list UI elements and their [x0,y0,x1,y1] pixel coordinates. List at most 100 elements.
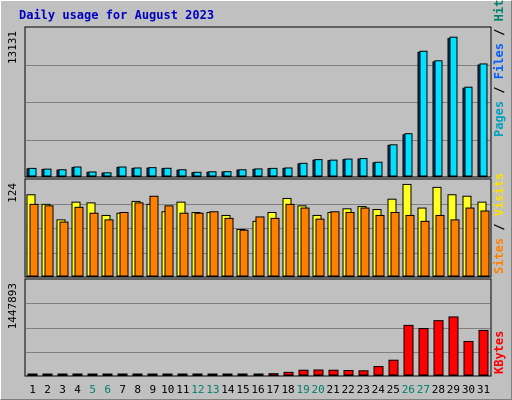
x-tick-label-day-18: 18 [281,383,294,396]
bar-kbytes-day-12 [192,373,203,376]
bar-hits-day-27 [419,50,428,177]
x-tick-label-day-6: 6 [104,383,111,396]
bar-hits-day-28 [434,60,443,177]
bar-hits-day-7 [118,166,127,177]
bar-sites-day-8 [134,202,144,277]
bar-sites-day-29 [450,219,460,277]
bar-sites-day-16 [255,216,265,277]
legend-bottom: KBytes [492,331,506,374]
bar-hits-day-25 [389,144,398,177]
bar-kbytes-day-18 [283,371,294,376]
bar-kbytes-day-30 [463,340,474,376]
bar-kbytes-day-13 [207,373,218,376]
bar-sites-day-12 [194,212,204,277]
x-tick-label-day-11: 11 [176,383,189,396]
bar-sites-day-25 [390,211,400,277]
bar-kbytes-day-28 [433,320,444,376]
bar-kbytes-day-19 [298,369,309,376]
x-tick-label-day-31: 31 [477,383,490,396]
bar-hits-day-8 [133,167,142,177]
bar-sites-day-9 [149,195,159,277]
legend-item-sites: Sites [492,238,506,274]
x-tick-label-day-25: 25 [387,383,400,396]
bar-sites-day-14 [224,217,234,277]
bar-kbytes-day-3 [57,373,68,376]
bar-kbytes-day-1 [27,373,38,376]
bar-hits-day-15 [238,169,247,177]
x-tick-label-day-21: 21 [327,383,340,396]
bar-kbytes-day-21 [328,369,339,376]
legend-item-files: Files [492,43,506,79]
bar-kbytes-day-23 [358,370,369,376]
x-tick-label-day-30: 30 [462,383,475,396]
bar-sites-day-7 [119,211,129,277]
legend-separator: / [492,21,506,43]
bar-hits-day-19 [299,162,308,177]
bar-sites-day-13 [209,211,219,277]
bar-kbytes-day-11 [177,373,188,376]
bar-hits-day-22 [344,158,353,177]
bar-hits-day-29 [449,36,458,177]
bar-hits-day-21 [329,159,338,177]
bar-hits-day-10 [163,167,172,177]
x-tick-label-day-2: 2 [44,383,51,396]
bar-kbytes-day-8 [132,373,143,376]
bar-kbytes-day-29 [448,316,459,376]
bar-sites-day-20 [315,218,325,277]
x-tick-label-day-17: 17 [266,383,279,396]
bar-kbytes-day-25 [388,359,399,376]
bar-sites-day-19 [300,207,310,277]
bar-kbytes-day-7 [117,373,128,376]
bar-kbytes-day-10 [162,373,173,376]
x-tick-label-day-1: 1 [29,383,36,396]
bar-hits-day-17 [269,167,278,177]
bar-sites-day-2 [44,205,54,277]
bar-kbytes-day-27 [418,328,429,376]
y-max-label-top: 13131 [6,31,19,64]
bar-sites-day-28 [435,214,445,277]
legend-separator: / [492,79,506,101]
bar-hits-day-5 [88,171,97,177]
bar-hits-day-9 [148,167,157,177]
bar-sites-day-22 [345,211,355,277]
y-max-label-middle: 124 [6,183,19,203]
x-tick-label-day-16: 16 [251,383,264,396]
bar-kbytes-day-16 [253,373,264,376]
bar-sites-day-6 [104,219,114,277]
x-tick-label-day-29: 29 [447,383,460,396]
x-tick-label-day-4: 4 [74,383,81,396]
bar-sites-day-17 [270,217,280,277]
x-tick-label-day-9: 9 [149,383,156,396]
x-tick-label-day-10: 10 [161,383,174,396]
x-tick-label-day-19: 19 [296,383,309,396]
bar-kbytes-day-22 [343,370,354,376]
y-max-label-bottom: 1447893 [6,283,19,329]
bar-sites-day-1 [29,203,39,277]
bar-kbytes-day-6 [102,373,113,376]
bar-kbytes-day-2 [42,373,53,376]
bar-sites-day-10 [164,205,174,277]
bar-kbytes-day-24 [373,366,384,376]
x-tick-label-day-13: 13 [206,383,219,396]
bar-hits-day-26 [404,133,413,177]
x-tick-label-day-15: 15 [236,383,249,396]
bar-sites-day-26 [405,214,415,277]
x-tick-label-day-22: 22 [342,383,355,396]
x-tick-label-day-20: 20 [312,383,325,396]
bar-hits-day-16 [254,168,263,177]
x-tick-label-day-28: 28 [432,383,445,396]
x-tick-label-day-12: 12 [191,383,204,396]
bar-sites-day-5 [89,212,99,277]
bar-kbytes-day-9 [147,373,158,376]
bar-hits-day-12 [193,171,202,177]
bar-hits-day-14 [223,171,232,177]
x-tick-label-day-7: 7 [119,383,126,396]
bar-sites-day-23 [360,207,370,277]
bar-kbytes-day-5 [87,373,98,376]
bar-hits-day-30 [464,86,473,177]
x-tick-label-day-23: 23 [357,383,370,396]
bar-kbytes-day-14 [222,373,233,376]
